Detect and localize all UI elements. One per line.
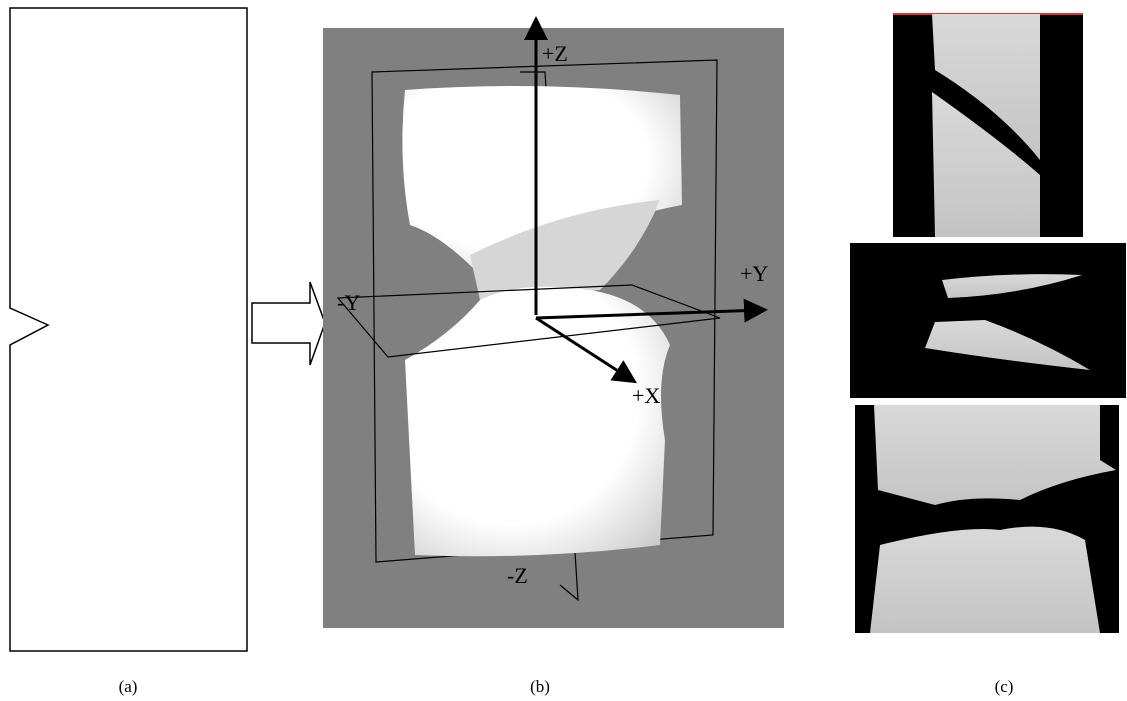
panel-c: (c) <box>850 14 1126 696</box>
axis-label: -Y <box>337 290 360 315</box>
ct-material <box>870 527 1100 633</box>
view-arrow <box>252 282 325 365</box>
axis-label: +X <box>632 383 660 408</box>
caption: (c) <box>995 677 1014 696</box>
panel-a: (a) <box>10 8 325 696</box>
axis-label: -Z <box>507 563 528 588</box>
axis-label: +Z <box>542 41 568 66</box>
caption: (a) <box>119 677 138 696</box>
ct-slice <box>850 243 1126 398</box>
panel-b: +Z -Z +Y -Y +X (b) <box>323 22 784 696</box>
figure: (a) +Z -Z +Y -Y +X (b) (c) <box>0 0 1127 701</box>
specimen-outline <box>10 8 247 651</box>
caption: (b) <box>530 677 550 696</box>
axis-label: +Y <box>740 261 768 286</box>
